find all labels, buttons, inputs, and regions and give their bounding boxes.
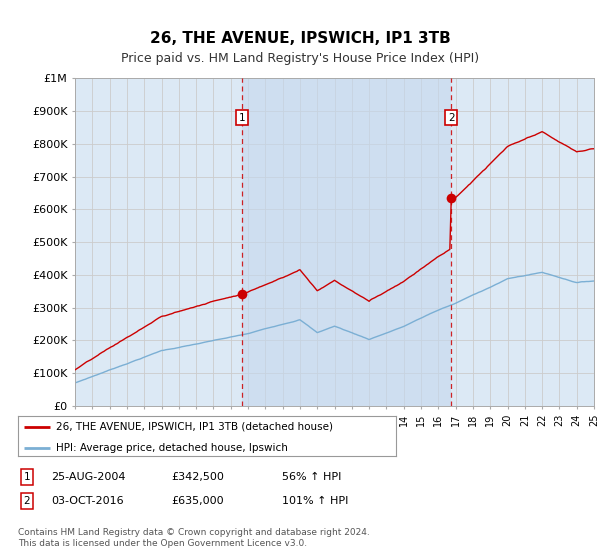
- Text: 1: 1: [239, 113, 245, 123]
- Text: Contains HM Land Registry data © Crown copyright and database right 2024.
This d: Contains HM Land Registry data © Crown c…: [18, 528, 370, 548]
- Text: 2: 2: [23, 496, 31, 506]
- Text: HPI: Average price, detached house, Ipswich: HPI: Average price, detached house, Ipsw…: [56, 442, 287, 452]
- Text: Price paid vs. HM Land Registry's House Price Index (HPI): Price paid vs. HM Land Registry's House …: [121, 52, 479, 64]
- Bar: [242, 78, 451, 406]
- Text: 03-OCT-2016: 03-OCT-2016: [51, 496, 124, 506]
- Text: £635,000: £635,000: [171, 496, 224, 506]
- Text: 2: 2: [448, 113, 455, 123]
- Text: 56% ↑ HPI: 56% ↑ HPI: [282, 472, 341, 482]
- Text: 1: 1: [23, 472, 31, 482]
- Text: 26, THE AVENUE, IPSWICH, IP1 3TB: 26, THE AVENUE, IPSWICH, IP1 3TB: [149, 31, 451, 46]
- Text: £342,500: £342,500: [171, 472, 224, 482]
- Text: 101% ↑ HPI: 101% ↑ HPI: [282, 496, 349, 506]
- Text: 26, THE AVENUE, IPSWICH, IP1 3TB (detached house): 26, THE AVENUE, IPSWICH, IP1 3TB (detach…: [56, 422, 333, 432]
- Text: 25-AUG-2004: 25-AUG-2004: [51, 472, 125, 482]
